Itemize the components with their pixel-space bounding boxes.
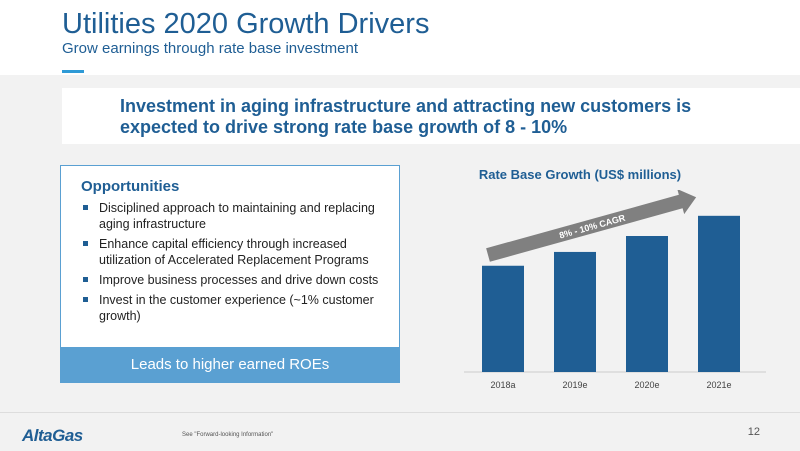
bullet-icon — [83, 241, 88, 246]
list-item: Invest in the customer experience (~1% c… — [81, 292, 381, 324]
footnote: See "Forward-looking Information" — [182, 432, 274, 438]
x-tick-label: 2020e — [634, 380, 659, 390]
key-message: Investment in aging infrastructure and a… — [120, 96, 692, 137]
opportunities-title: Opportunities — [81, 178, 180, 195]
header: Utilities 2020 Growth Drivers Grow earni… — [0, 0, 800, 75]
bullet-icon — [83, 297, 88, 302]
list-item: Improve business processes and drive dow… — [81, 272, 381, 288]
altagas-logo: AltaGas — [22, 426, 83, 445]
page-subtitle: Grow earnings through rate base investme… — [62, 40, 358, 57]
opportunities-list: Disciplined approach to maintaining and … — [81, 200, 381, 328]
x-tick-label: 2019e — [562, 380, 587, 390]
list-item-text: Enhance capital efficiency through incre… — [99, 237, 369, 267]
page-title: Utilities 2020 Growth Drivers — [62, 8, 430, 40]
chart-title: Rate Base Growth (US$ millions) — [478, 167, 682, 182]
list-item-text: Invest in the customer experience (~1% c… — [99, 293, 374, 323]
roe-banner: Leads to higher earned ROEs — [61, 347, 399, 382]
accent-line — [62, 70, 84, 73]
x-tick-label: 2021e — [706, 380, 731, 390]
list-item: Disciplined approach to maintaining and … — [81, 200, 381, 232]
chart-bar-2018a — [482, 265, 524, 372]
cagr-arrow-shape — [486, 190, 697, 262]
bullet-icon — [83, 205, 88, 210]
list-item-text: Improve business processes and drive dow… — [99, 273, 379, 287]
key-message-band: Investment in aging infrastructure and a… — [62, 88, 800, 144]
chart-bar-2020e — [626, 236, 668, 372]
list-item: Enhance capital efficiency through incre… — [81, 236, 381, 268]
bullet-icon — [83, 277, 88, 282]
list-item-text: Disciplined approach to maintaining and … — [99, 201, 375, 231]
footer: AltaGas See "Forward-looking Information… — [0, 412, 800, 451]
chart-bar-2019e — [554, 251, 596, 372]
page-number: 12 — [747, 426, 760, 438]
x-tick-label: 2018a — [490, 380, 515, 390]
chart-bar-2021e — [698, 215, 740, 372]
opportunities-box: Opportunities Disciplined approach to ma… — [60, 165, 400, 383]
